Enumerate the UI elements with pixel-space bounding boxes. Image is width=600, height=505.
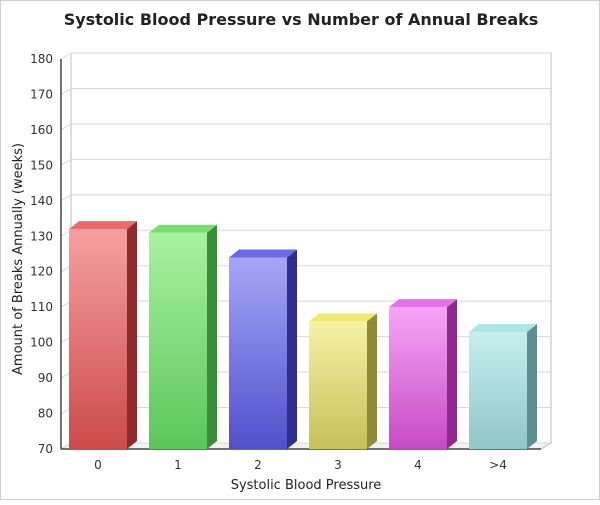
x-tick-label: 0	[94, 458, 102, 472]
bar-side	[127, 221, 137, 449]
bars	[69, 221, 537, 449]
y-tick-label: 160	[30, 123, 53, 137]
chart-title: Systolic Blood Pressure vs Number of Ann…	[64, 10, 539, 29]
bar-front	[389, 307, 447, 449]
y-tick-label: 100	[30, 336, 53, 350]
x-tick-label: 4	[414, 458, 422, 472]
bar-top	[69, 221, 137, 230]
bar-side	[527, 324, 537, 449]
bar-side	[367, 313, 377, 449]
bar	[469, 324, 537, 449]
bar-front	[469, 332, 527, 449]
bar-top	[229, 249, 297, 258]
x-axis-label: Systolic Blood Pressure	[231, 478, 382, 493]
bar-front	[69, 229, 127, 449]
y-tick-label: 70	[38, 442, 53, 456]
bar-front	[229, 257, 287, 449]
x-tick-label: 2	[254, 458, 262, 472]
y-axis-label: Amount of Breaks Annually (weeks)	[11, 143, 26, 375]
y-tick-label: 90	[38, 371, 53, 385]
bar-top	[309, 313, 377, 322]
gridline-depth	[60, 158, 72, 166]
bar-side	[287, 249, 297, 449]
gridline-depth	[60, 52, 72, 60]
x-tick-label: 3	[334, 458, 342, 472]
bar-top	[389, 299, 457, 308]
bar-front	[149, 232, 207, 449]
bar-side	[207, 224, 217, 449]
y-tick-label: 120	[30, 265, 53, 279]
x-tick-label: >4	[489, 458, 507, 472]
x-tick-label: 1	[174, 458, 182, 472]
y-tick-label: 130	[30, 229, 53, 243]
bar-top	[469, 324, 537, 332]
bar-front	[309, 321, 367, 449]
bar	[389, 299, 457, 449]
y-axis-ticks: 70 80 90 100 110 120 130 140 150 160 170 180	[30, 52, 53, 456]
bar	[229, 249, 297, 449]
bar	[149, 224, 217, 449]
y-tick-label: 170	[30, 87, 53, 101]
gridline-depth	[60, 88, 72, 95]
x-axis-ticks: 0 1 2 3 4 >4	[94, 458, 507, 472]
bar	[69, 221, 137, 449]
y-tick-label: 140	[30, 194, 53, 208]
y-tick-label: 110	[30, 300, 53, 314]
bar-top	[149, 224, 217, 233]
gridline-depth	[60, 123, 72, 131]
y-tick-label: 180	[30, 52, 53, 66]
bar	[309, 313, 377, 449]
gridline-depth	[60, 194, 72, 202]
y-tick-label: 80	[38, 407, 53, 421]
bar-side	[447, 299, 457, 449]
y-tick-label: 150	[30, 158, 53, 172]
